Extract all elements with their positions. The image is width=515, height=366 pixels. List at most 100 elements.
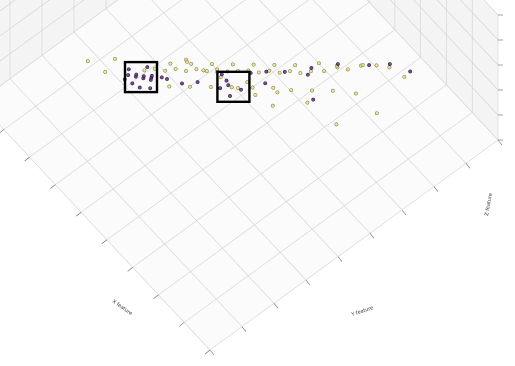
- data-point-class-a: [387, 65, 392, 70]
- grid-line-x: [55, 0, 310, 185]
- data-point-class-a: [275, 90, 280, 95]
- data-point-class-a: [288, 69, 292, 74]
- data-point-class-a: [103, 69, 108, 74]
- data-point-class-a: [236, 86, 241, 90]
- grid-line-z: [0, 0, 499, 91]
- data-point-class-b: [159, 75, 164, 80]
- data-point-class-b: [408, 69, 413, 74]
- grid-line-y: [73, 0, 307, 281]
- y-axis-label: Y feature: [350, 305, 374, 318]
- grid-lines: [0, 0, 499, 327]
- data-point-class-a: [256, 70, 261, 75]
- data-point-class-a: [353, 91, 358, 96]
- data-point-class-a: [305, 100, 310, 105]
- data-point-class-b: [130, 81, 135, 86]
- data-point-class-a: [168, 61, 173, 66]
- data-point-class-b: [141, 74, 146, 79]
- data-point-class-b: [149, 73, 154, 78]
- grid-line-y: [151, 0, 371, 234]
- axis-ticks: [0, 14, 503, 356]
- data-point-class-a: [253, 93, 258, 97]
- data-point-class-b: [195, 80, 200, 85]
- data-point-class-a: [298, 71, 303, 76]
- data-point-class-a: [345, 67, 350, 72]
- data-point-class-b: [126, 67, 131, 72]
- y-tick: [401, 209, 407, 216]
- x-tick: [75, 211, 82, 217]
- data-point-class-b: [145, 65, 150, 70]
- data-point-class-b: [387, 62, 392, 67]
- data-point-class-a: [277, 70, 282, 75]
- data-point-class-a: [113, 56, 117, 61]
- data-point-class-a: [360, 63, 365, 68]
- x-tick: [204, 349, 211, 355]
- highlight-box: [123, 60, 159, 94]
- data-point-class-a: [208, 85, 213, 89]
- data-point-class-a: [163, 68, 168, 73]
- data-point-class-a: [184, 69, 188, 73]
- x-tick: [0, 129, 4, 133]
- grid-line-y: [312, 0, 467, 164]
- data-point-class-a: [251, 62, 256, 67]
- data-point-class-b: [134, 72, 139, 77]
- y-tick: [369, 233, 375, 239]
- data-point-class-b: [126, 73, 131, 78]
- y-tick: [241, 326, 247, 332]
- data-point-class-a: [204, 69, 209, 74]
- data-point-class-a: [85, 59, 90, 64]
- data-point-class-a: [289, 88, 294, 93]
- data-point-class-b: [263, 81, 268, 86]
- highlight-box: [216, 70, 251, 104]
- x-tick: [24, 156, 30, 162]
- data-point-class-b: [148, 77, 153, 82]
- data-point-class-a: [316, 61, 321, 66]
- data-point-class-a: [185, 59, 190, 64]
- y-tick: [497, 139, 503, 146]
- data-point-class-a: [230, 62, 235, 67]
- data-point-class-a: [270, 103, 275, 108]
- data-point-class-b: [148, 86, 153, 91]
- data-points: [85, 56, 413, 127]
- grid-line-z: [0, 0, 499, 116]
- data-point-class-a: [201, 68, 206, 73]
- grid-line-x: [3, 0, 182, 130]
- grid-line-y: [105, 0, 339, 257]
- data-point-class-a: [330, 88, 335, 93]
- data-point-class-a: [322, 69, 327, 74]
- data-point-class-a: [188, 84, 193, 89]
- x-tick: [179, 322, 185, 327]
- data-point-class-a: [250, 85, 255, 90]
- grid-line-y: [205, 0, 403, 211]
- data-point-class-b: [309, 66, 314, 70]
- data-point-class-a: [142, 68, 147, 73]
- data-point-class-b: [282, 69, 287, 74]
- data-point-class-b: [367, 63, 372, 68]
- y-tick: [433, 186, 439, 192]
- data-point-class-a: [310, 88, 314, 93]
- data-point-class-a: [271, 85, 276, 90]
- data-point-class-a: [272, 62, 277, 67]
- x-tick: [101, 239, 108, 245]
- data-point-class-a: [402, 74, 407, 79]
- z-axis-label: Z feature: [484, 193, 494, 217]
- data-point-class-b: [180, 81, 184, 86]
- data-point-class-b: [239, 87, 243, 92]
- data-point-class-b: [165, 77, 169, 81]
- data-point-class-a: [293, 63, 298, 68]
- x-tick: [127, 267, 133, 272]
- grid-line-x: [80, 0, 370, 213]
- data-point-class-b: [219, 72, 224, 77]
- y-tick: [273, 303, 279, 309]
- data-point-class-a: [167, 84, 172, 89]
- data-point-class-b: [335, 62, 340, 67]
- y-tick: [209, 349, 215, 356]
- data-point-class-a: [308, 69, 313, 74]
- data-point-class-b: [224, 78, 229, 83]
- data-point-class-a: [189, 61, 194, 66]
- y-tick: [337, 256, 343, 262]
- y-tick: [305, 279, 311, 286]
- data-point-class-a: [210, 62, 214, 67]
- data-point-class-a: [229, 85, 234, 90]
